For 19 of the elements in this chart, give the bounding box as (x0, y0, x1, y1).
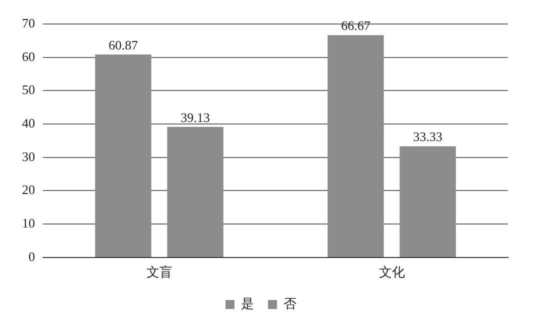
y-tick-label: 20 (22, 182, 35, 198)
y-tick-label: 10 (22, 215, 35, 230)
bar (167, 126, 224, 257)
x-tick-label: 文化 (378, 264, 405, 280)
data-label: 33.33 (413, 129, 442, 144)
bar (400, 146, 456, 257)
data-label: 60.87 (108, 37, 138, 52)
bar (328, 35, 384, 257)
x-tick-label: 文盲 (146, 264, 172, 280)
y-tick-label: 30 (22, 148, 35, 164)
legend-label: 是 (241, 296, 254, 311)
data-label: 39.13 (180, 110, 210, 125)
y-tick-label: 60 (22, 48, 35, 64)
y-tick-label: 0 (28, 248, 35, 264)
y-tick-label: 70 (22, 15, 35, 30)
y-tick-label: 50 (22, 82, 35, 98)
y-tick-label: 40 (22, 115, 35, 130)
bar (95, 54, 152, 257)
legend-label: 否 (284, 296, 296, 311)
